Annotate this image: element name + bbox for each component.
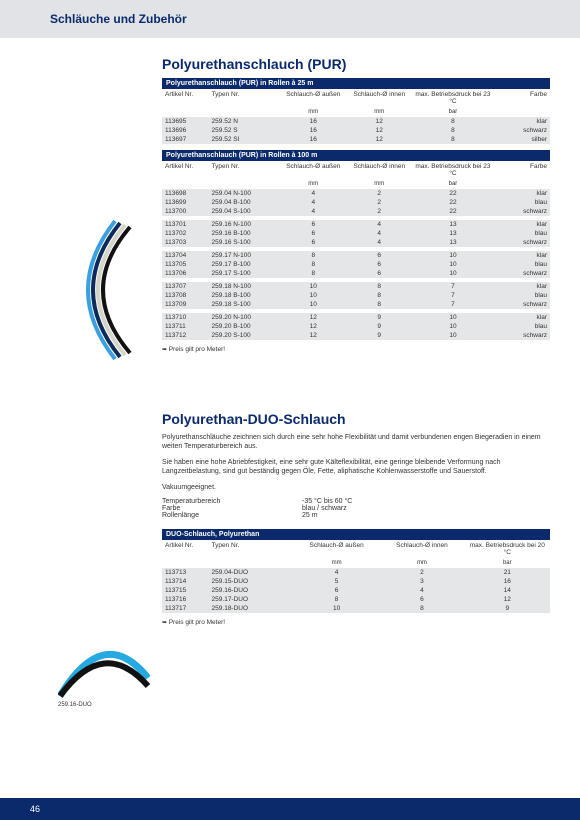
section2-title: Polyurethan-DUO-Schlauch xyxy=(162,411,550,427)
table2-header: Polyurethanschlauch (PUR) in Rollen à 10… xyxy=(162,150,550,161)
section1-note: Preis gilt pro Meter! xyxy=(162,346,550,353)
table-row: 113699259.04 B-1004222blau xyxy=(162,198,550,207)
col-innen: Schlauch-Ø innen xyxy=(348,161,410,179)
table-row: 113703259.16 S-1006413schwarz xyxy=(162,238,550,247)
table-row: 113714259.15-DUO5316 xyxy=(162,577,550,586)
section2-para2: Sie haben eine hohe Abriebfestigkeit, ei… xyxy=(162,458,550,477)
page-header-band: Schläuche und Zubehör xyxy=(0,0,580,38)
spec-temp-label: Temperaturbereich xyxy=(162,498,302,505)
table-row: 113712259.20 S-10012910schwarz xyxy=(162,331,550,340)
page-number: 46 xyxy=(30,804,40,814)
table3-header: DUO-Schlauch, Polyurethan xyxy=(162,529,550,540)
product-image-duo-caption: 259.16-DUO xyxy=(58,702,92,708)
col-druck: max. Betriebsdruck bei 20 °C xyxy=(465,540,550,558)
table1: Artikel Nr. Typen Nr. Schlauch-Ø außen S… xyxy=(162,89,550,144)
unit-bar: bar xyxy=(410,107,495,117)
unit-bar: bar xyxy=(465,558,550,568)
spec-farbe-val: blau / schwarz xyxy=(302,505,347,512)
product-image-pur xyxy=(55,215,135,365)
product-image-duo xyxy=(58,638,150,698)
unit-mm: mm xyxy=(294,558,379,568)
col-farbe: Farbe xyxy=(496,89,550,107)
table-row: 113717259.18-DUO1089 xyxy=(162,604,550,613)
col-typen: Typen Nr. xyxy=(209,161,279,179)
section2-note: Preis gilt pro Meter! xyxy=(162,619,550,626)
table-row: 113701259.16 N-1006413klar xyxy=(162,220,550,229)
table-row: 113695259.52 N16128klar xyxy=(162,117,550,126)
spec-farbe-label: Farbe xyxy=(162,505,302,512)
table-row: 113708259.18 B-1001087blau xyxy=(162,291,550,300)
table-row: 113710259.20 N-10012910klar xyxy=(162,313,550,322)
table-row: 113709259.18 S-1001087schwarz xyxy=(162,300,550,309)
col-artikel: Artikel Nr. xyxy=(162,540,209,558)
table-row: 113698259.04 N-1004222klar xyxy=(162,189,550,198)
col-innen: Schlauch-Ø innen xyxy=(348,89,410,107)
col-aussen: Schlauch-Ø außen xyxy=(278,161,348,179)
page-footer: 46 xyxy=(0,798,580,820)
unit-bar: bar xyxy=(410,179,495,189)
table-row: 113715259.16-DUO6414 xyxy=(162,586,550,595)
section2-specs: Temperaturbereich -35 °C bis 60 °C Farbe… xyxy=(162,498,550,519)
page-header-title: Schläuche und Zubehör xyxy=(50,12,187,26)
col-typen: Typen Nr. xyxy=(209,540,294,558)
col-aussen: Schlauch-Ø außen xyxy=(294,540,379,558)
unit-mm: mm xyxy=(348,179,410,189)
table2: Artikel Nr. Typen Nr. Schlauch-Ø außen S… xyxy=(162,161,550,340)
section1-title: Polyurethanschlauch (PUR) xyxy=(162,56,550,72)
table-row: 113706259.17 S-1008610schwarz xyxy=(162,269,550,278)
col-typen: Typen Nr. xyxy=(209,89,279,107)
unit-mm: mm xyxy=(278,179,348,189)
col-druck: max. Betriebsdruck bei 23 °C xyxy=(410,89,495,107)
col-druck: max. Betriebsdruck bei 23 °C xyxy=(410,161,495,179)
table-row: 113707259.18 N-1001087klar xyxy=(162,282,550,291)
table-row: 113705259.17 B-1008610blau xyxy=(162,260,550,269)
col-aussen: Schlauch-Ø außen xyxy=(278,89,348,107)
unit-mm: mm xyxy=(278,107,348,117)
table-row: 113713259.04-DUO4221 xyxy=(162,568,550,577)
table3: Artikel Nr. Typen Nr. Schlauch-Ø außen S… xyxy=(162,540,550,613)
section2-para3: Vakuumgeeignet. xyxy=(162,483,550,492)
table-row: 113702259.16 B-1006413blau xyxy=(162,229,550,238)
col-farbe: Farbe xyxy=(496,161,550,179)
spec-temp-val: -35 °C bis 60 °C xyxy=(302,498,352,505)
table1-header: Polyurethanschlauch (PUR) in Rollen à 25… xyxy=(162,78,550,89)
col-artikel: Artikel Nr. xyxy=(162,89,209,107)
table-row: 113704259.17 N-1008610klar xyxy=(162,251,550,260)
spec-roll-val: 25 m xyxy=(302,512,318,519)
table-row: 113711259.20 B-10012910blau xyxy=(162,322,550,331)
table-row: 113697259.52 SI16128silber xyxy=(162,135,550,144)
unit-mm: mm xyxy=(348,107,410,117)
table-row: 113696259.52 S16128schwarz xyxy=(162,126,550,135)
section2-para1: Polyurethanschläuche zeichnen sich durch… xyxy=(162,433,550,452)
table-row: 113716259.17-DUO8612 xyxy=(162,595,550,604)
spec-roll-label: Rollenlänge xyxy=(162,512,302,519)
unit-mm: mm xyxy=(379,558,464,568)
col-artikel: Artikel Nr. xyxy=(162,161,209,179)
col-innen: Schlauch-Ø innen xyxy=(379,540,464,558)
table-row: 113700259.04 S-1004222schwarz xyxy=(162,207,550,216)
